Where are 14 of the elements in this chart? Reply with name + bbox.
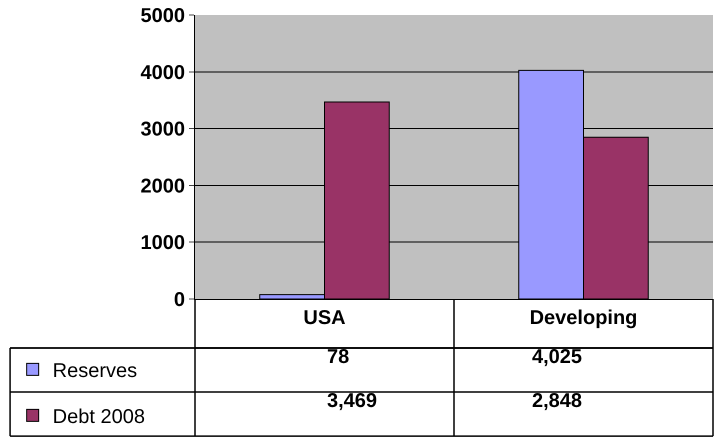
data-label: 78 bbox=[327, 346, 350, 368]
data-label: 4,025 bbox=[532, 346, 582, 368]
y-tick-label: 4000 bbox=[140, 62, 185, 84]
y-tick-label: 3000 bbox=[140, 118, 185, 141]
data-label: 3,469 bbox=[327, 390, 378, 412]
x-tick-label: USA bbox=[303, 307, 346, 329]
y-tick-label: 5000 bbox=[140, 5, 185, 27]
y-tick-label: 0 bbox=[174, 289, 185, 311]
data-label: 2,848 bbox=[532, 390, 582, 412]
legend-label: Reserves bbox=[52, 360, 138, 382]
x-tick-label: Developing bbox=[530, 307, 638, 329]
y-tick-label: 2000 bbox=[140, 175, 185, 198]
legend-label: Debt 2008 bbox=[52, 406, 145, 428]
y-tick-label: 1000 bbox=[140, 232, 185, 254]
